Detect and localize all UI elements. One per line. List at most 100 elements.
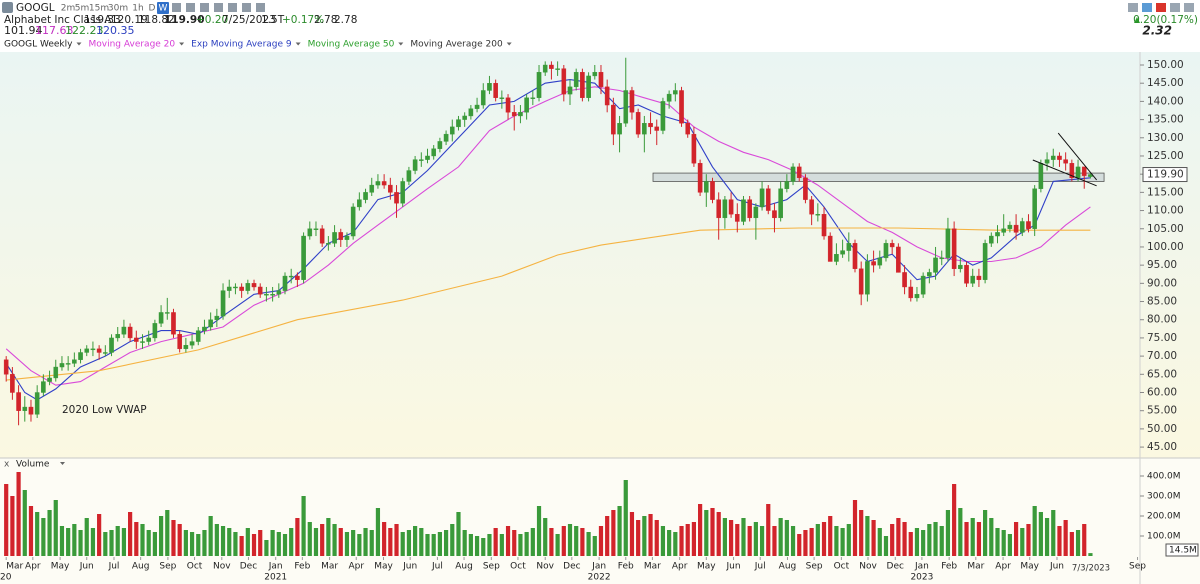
timeframe-button[interactable]: 1h	[132, 4, 143, 14]
company-name: Alphabet Inc Class A	[4, 14, 112, 26]
volume-bar	[208, 516, 213, 556]
legend-item[interactable]: GOOGL Weekly	[4, 40, 73, 50]
candle-body	[883, 243, 889, 259]
legend-item[interactable]: Moving Average 50	[308, 40, 395, 50]
volume-bar	[443, 530, 449, 556]
candle-body	[499, 97, 505, 99]
candle-body	[772, 210, 777, 219]
legend-item[interactable]: Moving Average 200	[410, 40, 503, 50]
toolbar-icon[interactable]	[242, 3, 251, 12]
toolbar-icon[interactable]	[186, 3, 195, 12]
legend-dropdown[interactable]	[398, 42, 404, 46]
volume-bar	[685, 524, 690, 556]
legend-item[interactable]: Exp Moving Average 9	[191, 40, 292, 50]
volume-bar	[1020, 528, 1025, 556]
legend-dropdown[interactable]	[295, 42, 301, 46]
candle-body	[301, 235, 306, 280]
x-tick-label: Feb	[618, 562, 634, 572]
volume-bar	[344, 532, 350, 556]
x-tick-label: Mar	[6, 562, 23, 572]
candle-body	[536, 72, 542, 98]
candle-body	[146, 337, 151, 342]
toolbar-icon[interactable]	[214, 3, 223, 12]
timeframe-button[interactable]: 5m	[75, 4, 90, 14]
toolbar-icon[interactable]	[200, 3, 209, 12]
volume-bar	[481, 538, 486, 556]
candle-body	[896, 246, 901, 273]
candle-body	[716, 199, 721, 219]
last-price-box	[1142, 167, 1188, 183]
dropdown-arrow[interactable]	[60, 462, 65, 465]
close-indicator[interactable]: x	[4, 460, 10, 470]
volume-bar	[10, 496, 15, 556]
x-tick-label: Mar	[321, 562, 338, 572]
candle-body	[871, 261, 876, 266]
legend-dropdown[interactable]	[179, 42, 185, 46]
toolbar-icon[interactable]	[1156, 3, 1166, 12]
volume-bar	[295, 518, 300, 556]
candle-body	[728, 199, 734, 215]
candle-body	[604, 86, 610, 106]
timeframe-button[interactable]: 30m	[108, 4, 128, 14]
volume-bar	[1001, 530, 1006, 556]
candle-body	[257, 286, 263, 295]
candle-body	[443, 133, 449, 142]
volume-bar	[1082, 524, 1087, 556]
volume-title: Volume	[16, 460, 50, 470]
volume-bar	[710, 508, 715, 556]
toolbar-icon[interactable]	[1128, 3, 1138, 12]
toolbar-icon[interactable]	[228, 3, 237, 12]
candle-body	[765, 188, 771, 211]
toolbar-icon[interactable]	[172, 3, 181, 12]
x-tick-label: Mar	[967, 562, 984, 572]
y-tick-label: 110.00	[1147, 205, 1184, 217]
candle-body	[685, 123, 691, 135]
volume-bar	[543, 518, 548, 556]
indicator-value: 120.35	[96, 24, 135, 37]
volume-bar	[1044, 518, 1050, 556]
toolbar-icon[interactable]	[256, 3, 265, 12]
candle-body	[202, 326, 207, 331]
volume-bar	[914, 528, 920, 556]
timeframe-button[interactable]: 15m	[89, 4, 109, 14]
volume-bar	[1057, 526, 1062, 556]
legend-dropdown[interactable]	[506, 42, 512, 46]
symbol[interactable]: GOOGL	[16, 2, 55, 14]
x-tick-label: Oct	[510, 562, 526, 572]
volume-bar	[394, 524, 399, 556]
volume-bar	[1038, 512, 1043, 556]
candle-body	[425, 155, 430, 160]
timeframe-active[interactable]	[157, 2, 169, 14]
y-tick-label: 115.00	[1147, 186, 1184, 198]
candle-body	[561, 68, 567, 95]
candle-body	[623, 90, 629, 124]
volume-bar	[16, 472, 21, 556]
candle-body	[629, 90, 635, 113]
timeframe-button[interactable]: 2m	[61, 4, 76, 14]
timeframe-button[interactable]: D	[149, 4, 156, 14]
x-tick-label: Jun	[1049, 562, 1064, 572]
toolbar-icon[interactable]	[1170, 3, 1180, 12]
volume-bar	[536, 506, 542, 556]
quote-value: 2.78	[314, 14, 337, 26]
volume-bar	[933, 522, 938, 556]
toolbar-icon[interactable]	[1142, 3, 1152, 12]
candle-body	[846, 243, 852, 251]
legend-dropdown[interactable]	[76, 42, 82, 46]
volume-bar	[939, 526, 944, 556]
candle-body	[580, 72, 585, 98]
volume-bar	[605, 516, 610, 556]
volume-bar	[270, 530, 275, 556]
volume-bar	[84, 518, 89, 556]
toolbar-icon[interactable]	[1184, 3, 1194, 12]
volume-bar	[90, 528, 96, 556]
x-tick-label: Aug	[132, 562, 150, 572]
quote-value: +0.17%	[282, 14, 324, 26]
timeframe-button[interactable]: W	[159, 4, 168, 14]
volume-bar	[196, 534, 201, 556]
right-value: 2.32	[1142, 24, 1172, 38]
symbol-icon[interactable]	[2, 2, 13, 13]
x-tick-label: Sep	[806, 562, 823, 572]
y-tick-label: 70.00	[1147, 350, 1177, 362]
legend-item[interactable]: Moving Average 20	[88, 40, 175, 50]
